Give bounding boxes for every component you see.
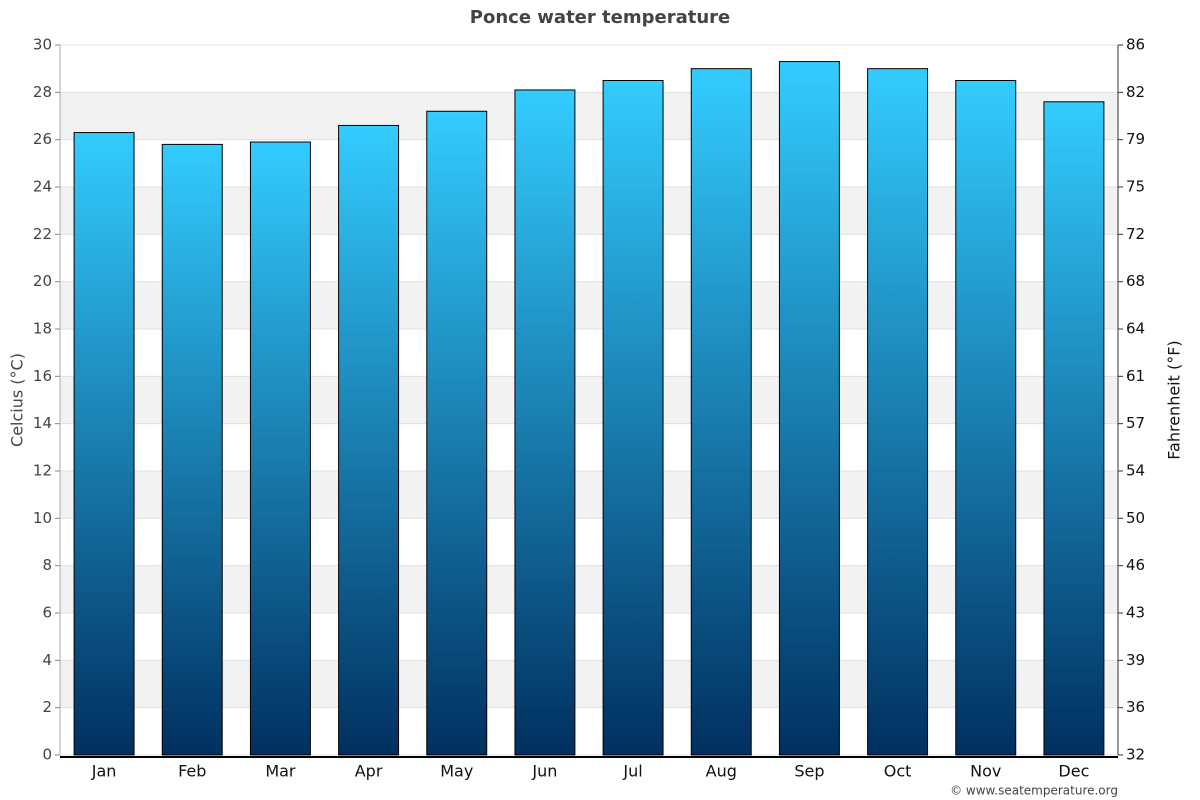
y2-tick-label: 86 [1126, 36, 1145, 54]
bar [955, 80, 1017, 756]
y-tick-label: 14 [33, 414, 52, 432]
x-tick-label: Aug [706, 762, 737, 781]
y2-tick-label: 64 [1126, 320, 1145, 338]
x-tick-label: Jul [622, 762, 642, 781]
bar [867, 68, 929, 756]
bar [249, 141, 311, 756]
y2-tick-label: 61 [1126, 367, 1145, 385]
bar [514, 89, 576, 756]
grid-band [60, 281, 1118, 329]
y2-axis-label: Fahrenheit (°F) [1165, 340, 1184, 459]
y2-tick-label: 39 [1126, 651, 1145, 669]
x-tick-label: Apr [355, 762, 383, 781]
x-tick-label: Nov [970, 762, 1001, 781]
y-tick-label: 30 [33, 36, 52, 54]
y-tick-label: 28 [33, 83, 52, 101]
y2-tick-label: 32 [1126, 746, 1145, 764]
bar [690, 68, 752, 756]
x-tick-label: Dec [1058, 762, 1089, 781]
grid-band [60, 565, 1118, 613]
y-tick-label: 16 [33, 367, 52, 385]
y-tick-label: 4 [42, 651, 52, 669]
y2-tick-label: 57 [1126, 414, 1145, 432]
y-tick-label: 2 [42, 698, 52, 716]
bar [161, 143, 223, 756]
x-tick-label: Jun [531, 762, 557, 781]
y2-tick-label: 72 [1126, 225, 1145, 243]
y2-tick-label: 79 [1126, 130, 1145, 148]
y-tick-label: 0 [42, 746, 52, 764]
y-tick-label: 8 [42, 556, 52, 574]
credit: © www.seatemperature.org [950, 784, 1118, 798]
chart-title: Ponce water temperature [470, 7, 730, 28]
y-tick-label: 24 [33, 178, 52, 196]
y2-tick-label: 50 [1126, 509, 1145, 527]
grid-band [60, 187, 1118, 235]
grid-band [60, 660, 1118, 708]
y2-tick-label: 36 [1126, 698, 1145, 716]
grid-band [60, 92, 1118, 140]
x-tick-label: Feb [178, 762, 206, 781]
x-tick-label: May [440, 762, 473, 781]
y2-tick-label: 46 [1126, 556, 1145, 574]
bar [602, 80, 664, 756]
y-tick-label: 22 [33, 225, 52, 243]
grid-band [60, 376, 1118, 424]
y-tick-label: 26 [33, 130, 52, 148]
y-tick-label: 12 [33, 462, 52, 480]
y2-tick-label: 54 [1126, 462, 1145, 480]
y-tick-label: 10 [33, 509, 52, 527]
x-tick-label: Mar [265, 762, 296, 781]
x-tick-label: Oct [884, 762, 912, 781]
y-tick-label: 6 [42, 604, 52, 622]
grid-band [60, 471, 1118, 519]
bar [778, 61, 840, 756]
bar [73, 132, 135, 756]
bar [426, 110, 488, 756]
x-tick-label: Sep [794, 762, 824, 781]
bar [1043, 101, 1105, 756]
y-tick-label: 20 [33, 272, 52, 290]
y2-tick-label: 43 [1126, 604, 1145, 622]
x-tick-label: Jan [91, 762, 117, 781]
y2-tick-label: 75 [1126, 178, 1145, 196]
y2-tick-label: 82 [1126, 83, 1145, 101]
bar [338, 124, 400, 756]
y-tick-label: 18 [33, 320, 52, 338]
y2-tick-label: 68 [1126, 272, 1145, 290]
y-axis-label: Celcius (°C) [8, 353, 27, 447]
